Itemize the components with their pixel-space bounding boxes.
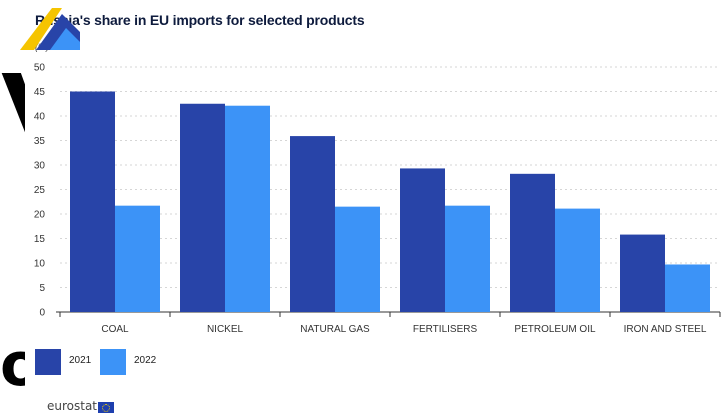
bar-2021 <box>620 234 665 312</box>
chart-title: Russia's share in EU imports for selecte… <box>35 12 365 28</box>
legend-label-2021: 2021 <box>69 355 92 366</box>
y-tick-label: 50 <box>34 63 46 74</box>
y-tick-label: 0 <box>39 308 45 319</box>
x-tick-label: PETROLEUM OIL <box>514 324 596 335</box>
x-tick-label: IRON AND STEEL <box>624 324 707 335</box>
x-tick-label: NICKEL <box>207 324 244 335</box>
x-tick-label: COAL <box>101 324 129 335</box>
legend-label-2022: 2022 <box>134 355 157 366</box>
bar-2021 <box>510 173 555 312</box>
bar-2022 <box>335 206 380 312</box>
corner-decoration-icon <box>20 8 80 50</box>
bar-chart: (%)05101520253035404550COALNICKELNATURAL… <box>34 42 721 335</box>
bar-2021 <box>400 168 445 312</box>
bar-2022 <box>115 205 160 312</box>
y-tick-label: 35 <box>34 136 46 147</box>
bar-2021 <box>290 136 335 312</box>
y-tick-label: 10 <box>34 259 46 270</box>
bar-2021 <box>180 103 225 312</box>
bar-2022 <box>665 264 710 312</box>
y-tick-label: 30 <box>34 161 46 172</box>
bar-2022 <box>225 105 270 313</box>
x-tick-label: FERTILISERS <box>413 324 478 335</box>
legend-swatch-2022 <box>100 349 126 375</box>
bar-2022 <box>445 205 490 312</box>
y-tick-label: 40 <box>34 112 46 123</box>
x-tick-label: NATURAL GAS <box>300 324 370 335</box>
bar-2022 <box>555 208 600 312</box>
bar-2021 <box>70 91 115 312</box>
eurostat-logo: eurostat <box>47 399 98 413</box>
y-tick-label: 5 <box>39 283 45 294</box>
y-tick-label: 45 <box>34 87 46 98</box>
y-tick-label: 25 <box>34 185 46 196</box>
legend-swatch-2021 <box>35 349 61 375</box>
chart-panel: Russia's share in EU imports for selecte… <box>25 4 725 394</box>
y-tick-label: 15 <box>34 234 46 245</box>
y-tick-label: 20 <box>34 210 46 221</box>
eu-flag-icon <box>98 402 114 413</box>
